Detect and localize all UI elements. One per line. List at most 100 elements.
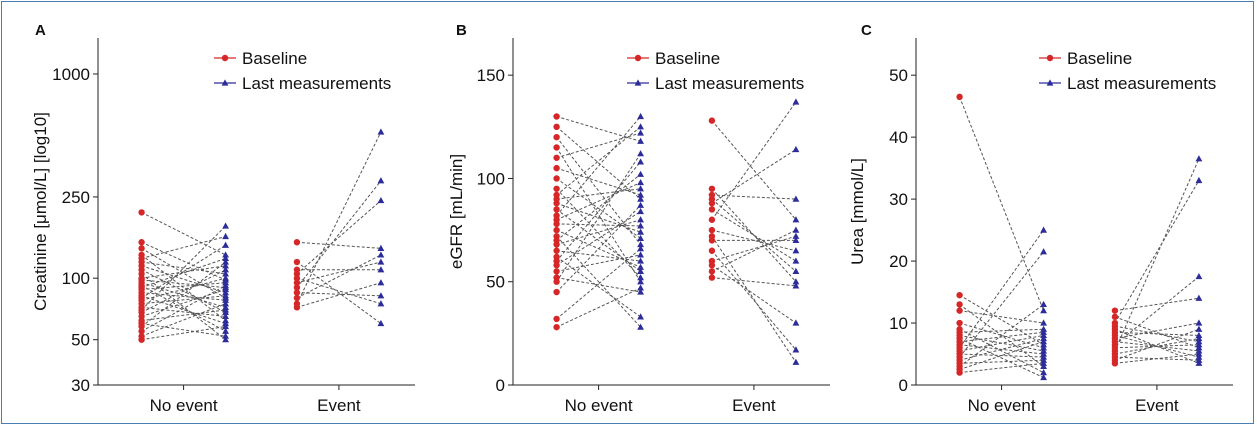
last-measurement-point (792, 232, 800, 239)
pair-line (959, 310, 1044, 324)
paired-lines (556, 101, 797, 363)
pair-line (296, 180, 382, 288)
baseline-point (293, 304, 301, 311)
pair-line (711, 194, 796, 200)
last-measurement-point (637, 288, 644, 295)
last-measurement-point (637, 150, 644, 157)
last-measurement-point (377, 128, 385, 135)
pair-line (711, 120, 797, 221)
last-measurement-point (792, 346, 800, 353)
legend-last-marker (1046, 79, 1054, 86)
panel-a: A 30 50 100 250 1000 Creatinine [μmol/L] [log1… (31, 22, 415, 415)
legend: Baseline Last measurements (627, 49, 804, 93)
baseline-point (708, 237, 716, 244)
last-measurement-point (637, 185, 644, 192)
pair-line (556, 126, 641, 200)
pair-line (141, 326, 226, 341)
pair-line (556, 287, 641, 328)
y-axis-label: Creatinine [μmol/L] [log10] (31, 112, 50, 311)
last-measurement-point (222, 296, 229, 303)
pair-line (556, 126, 641, 196)
baseline-point (553, 226, 560, 234)
last-measurement-point (637, 323, 644, 330)
pair-line (959, 334, 1044, 352)
pair-line (141, 309, 226, 322)
baseline-point (138, 328, 145, 335)
pair-line (556, 153, 642, 283)
pair-line (1114, 322, 1200, 340)
baseline-point (293, 239, 301, 246)
last-measurement-point (792, 145, 800, 153)
pair-line (959, 304, 1044, 367)
last-measurement-point (377, 251, 385, 258)
legend-baseline-marker (221, 54, 229, 62)
pair-line (556, 256, 641, 318)
y-tick-label: 150 (477, 66, 505, 85)
baseline-point (553, 288, 560, 296)
last-measurement-point (637, 191, 644, 198)
pair-line (1114, 353, 1199, 364)
last-measurement-point (1040, 248, 1047, 255)
pair-line (959, 251, 1044, 358)
pair-line (556, 204, 641, 293)
pair-line (141, 306, 226, 317)
pair-line (141, 292, 226, 301)
pair-line (959, 331, 1044, 343)
baseline-point (956, 301, 963, 308)
last-measurement-point (637, 170, 644, 177)
last-measurement-point (222, 312, 229, 320)
y-tick-label: 0 (496, 376, 505, 395)
pair-line (1114, 158, 1200, 352)
last-measurement-point (377, 279, 385, 286)
pair-line (556, 277, 641, 293)
legend-last-label: Last measurements (655, 74, 804, 93)
last-measurement-point (1195, 359, 1203, 366)
baseline-point (708, 268, 716, 275)
baseline-point (553, 164, 560, 172)
paired-lines (959, 96, 1200, 379)
pair-line (1114, 338, 1200, 355)
pair-line (711, 236, 797, 363)
last-measurement-point (222, 332, 229, 339)
pair-line (556, 132, 641, 159)
pair-line (296, 292, 381, 297)
pair-line (711, 209, 797, 262)
baseline-point (553, 185, 560, 192)
last-measurement-point (637, 137, 644, 144)
y-tick-label: 10 (889, 314, 908, 333)
pair-line (296, 261, 382, 324)
pair-line (556, 147, 642, 282)
y-tick-label: 1000 (52, 65, 90, 84)
last-measurement-point (222, 241, 229, 248)
last-measurement-point (222, 289, 229, 296)
y-tick-label: 100 (62, 269, 90, 288)
baseline-point (708, 185, 716, 192)
last-measurement-point (792, 358, 800, 365)
last-measurement-point (637, 123, 644, 130)
legend-baseline-label: Baseline (242, 49, 307, 68)
pair-line (141, 285, 226, 332)
pair-line (296, 277, 382, 305)
baseline-point (956, 319, 963, 327)
pair-line (959, 328, 1044, 374)
last-measurement-point (1040, 362, 1047, 370)
y-tick-label: 30 (889, 190, 908, 209)
pair-line (141, 282, 226, 308)
pair-line (141, 323, 226, 337)
pair-line (141, 247, 226, 299)
last-measurement-point (637, 245, 644, 252)
y-tick-label: 30 (71, 376, 90, 395)
baseline-point (708, 262, 716, 269)
last-measurement-point (637, 240, 644, 248)
last-measurement-point (1195, 176, 1203, 184)
last-measurement-point (637, 267, 644, 274)
baseline-point (1111, 360, 1119, 367)
pair-line (141, 273, 226, 341)
baseline-point (1111, 313, 1119, 321)
pair-line (959, 338, 1044, 379)
y-tick-label: 50 (889, 66, 908, 85)
legend-baseline-label: Baseline (655, 49, 720, 68)
last-measurement-point (637, 228, 644, 235)
pair-line (296, 131, 382, 304)
